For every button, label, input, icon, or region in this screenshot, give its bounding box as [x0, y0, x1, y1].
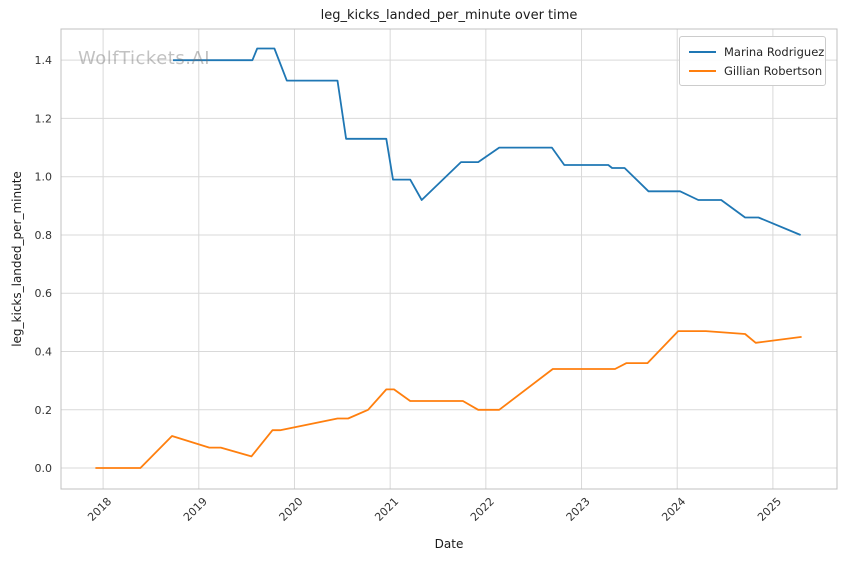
x-tick-label: 2025 [755, 495, 784, 524]
y-tick-label: 0.6 [35, 287, 53, 300]
x-tick-label: 2018 [85, 495, 114, 524]
y-tick-label: 1.4 [35, 54, 53, 67]
x-axis-label: Date [434, 537, 464, 551]
y-axis-label: leg_kicks_landed_per_minute [10, 171, 24, 347]
legend-entry-marina-rodriguez: Marina Rodriguez [689, 42, 824, 61]
x-tick-label: 2020 [277, 495, 306, 524]
plot-border [60, 28, 838, 490]
watermark: WolfTickets.AI [78, 48, 211, 69]
x-tick-label: 2022 [468, 495, 497, 524]
legend-entry-gillian-robertson: Gillian Robertson [689, 61, 822, 80]
series-line-marina-rodriguez [173, 47, 801, 236]
x-tick-label: 2019 [181, 495, 210, 524]
y-tick-label: 1.0 [35, 171, 53, 184]
legend-label: Marina Rodriguez [724, 44, 825, 59]
x-tick-label: 2024 [659, 495, 688, 524]
legend-label: Gillian Robertson [724, 63, 823, 78]
y-tick-label: 0.2 [35, 404, 53, 417]
y-tick-label: 0.8 [35, 229, 53, 242]
legend-line-swatch-orange [689, 69, 716, 72]
x-tick-label: 2023 [564, 495, 593, 524]
legend-line-swatch-blue [689, 50, 716, 53]
x-tick-label: 2021 [372, 495, 401, 524]
chart-title: leg_kicks_landed_per_minute over time [320, 8, 578, 23]
y-tick-label: 0.0 [35, 462, 53, 475]
y-tick-label: 1.2 [35, 112, 53, 125]
legend: Marina Rodriguez Gillian Robertson [679, 36, 826, 86]
series-line-gillian-robertson [95, 330, 802, 469]
y-tick-label: 0.4 [35, 345, 53, 358]
